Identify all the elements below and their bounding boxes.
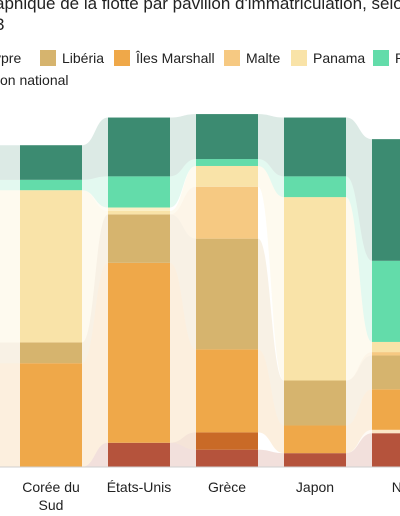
bar-segment-national-0: [20, 145, 82, 180]
legend-label-national: on national: [0, 72, 69, 88]
bar-segment-liberia-4: [372, 355, 400, 390]
flow-ribbon-national-0: [0, 145, 20, 180]
bar-segment-national-4: [372, 139, 400, 261]
flow-ribbon-liberia-2: [170, 214, 196, 350]
flow-ribbon-liberia-1: [82, 214, 108, 364]
flow-ribbon-national-1: [82, 117, 108, 180]
flow-ribbon-panama-1: [82, 190, 108, 343]
flow-ribbon-national-4: [346, 117, 372, 261]
bar-segment-marshall-3: [284, 425, 346, 454]
bar-segment-red-4: [372, 433, 400, 467]
legend-label-other: P: [395, 50, 400, 66]
flow-ribbon-liberia-3: [258, 238, 284, 426]
flow-ribbon-panama-2: [170, 165, 196, 215]
flow-ribbon-malta-2: [170, 186, 196, 239]
legend-label-marshall: Îles Marshall: [136, 50, 215, 66]
flow-ribbon-malta-4: [346, 352, 372, 381]
flow-ribbon-other-green-0: [0, 179, 20, 191]
chart-title-line-2: 3: [0, 14, 400, 35]
bar-segment-marshall-1: [108, 262, 170, 443]
legend-swatch-marshall: [114, 50, 130, 66]
bar-segment-liberia-3: [284, 380, 346, 426]
x-tick-label-line: Nor: [392, 479, 400, 495]
x-tick-label-3: Japon: [296, 479, 334, 495]
bar-segment-panama-3: [284, 197, 346, 381]
flow-ribbon-other-green-1: [82, 176, 108, 208]
bar-segment-malta-2: [196, 186, 258, 239]
flow-ribbon-red-4: [346, 433, 372, 467]
legend-label-cyprus: ypre: [0, 50, 22, 66]
chart-title: aphique de la flotte par pavillon d'imma…: [0, 0, 400, 35]
bar-segment-other-green-1: [108, 176, 170, 208]
chart-legend: ypre Libéria Îles Marshall Malte Panama …: [0, 48, 400, 92]
bar-segment-red-3: [284, 453, 346, 467]
bar-segment-marshall-4: [372, 389, 400, 430]
flow-ribbon-other-green-3: [258, 159, 284, 198]
bar-segment-liberia-1: [108, 214, 170, 263]
flow-ribbon-cream-1: [82, 190, 108, 211]
bar-segment-liberia-0: [20, 342, 82, 364]
bar-segment-liberia-2: [196, 238, 258, 350]
bar-segment-national-1: [108, 117, 170, 177]
bar-segment-other-green-2: [196, 159, 258, 166]
x-tick-label-0: Corée du Sud: [22, 479, 80, 513]
bar-segment-cream-1: [108, 207, 170, 211]
flow-ribbon-liberia-4: [346, 355, 372, 426]
flow-ribbon-liberia-0: [0, 342, 20, 364]
legend-label-panama: Panama: [313, 50, 366, 66]
flow-ribbon-panama-0: [0, 190, 20, 343]
bar-segment-malta-4: [372, 352, 400, 356]
legend-swatch-other: [373, 50, 389, 66]
bar-segment-other-green-0: [20, 179, 82, 191]
flow-ribbon-orange-dark-2: [170, 432, 196, 450]
bar-segment-red-2: [196, 449, 258, 467]
flow-ribbon-marshall-3: [258, 349, 284, 454]
legend-label-malta: Malte: [246, 50, 281, 66]
flow-ribbon-national-2: [170, 114, 196, 177]
flow-ribbon-other-green-4: [346, 176, 372, 342]
flow-ribbon-marshall-1: [82, 262, 108, 467]
bar-segment-panama-0: [20, 190, 82, 343]
flow-ribbon-marshall-0: [0, 363, 20, 468]
bar-segment-national-2: [196, 114, 258, 160]
x-tick-label-line: États-Unis: [107, 479, 172, 495]
x-tick-label-line: Sud: [39, 497, 64, 513]
legend-swatch-malta: [224, 50, 240, 66]
bar-segment-red-1: [108, 442, 170, 467]
bar-segment-panama-1: [108, 210, 170, 215]
flow-ribbon-red-3: [258, 449, 284, 467]
flow-ribbon-other-green-2: [170, 159, 196, 208]
x-tick-label-line: Japon: [296, 479, 334, 495]
x-tick-label-line: Grèce: [208, 479, 246, 495]
flow-ribbon-panama-4: [346, 197, 372, 381]
flow-ribbon-cyprus-4: [346, 429, 372, 454]
flow-ribbon-red-2: [170, 442, 196, 467]
bar-segment-panama-4: [372, 341, 400, 353]
chart-title-line-1: aphique de la flotte par pavillon d'imma…: [0, 0, 400, 13]
legend-swatch-liberia: [40, 50, 56, 66]
flow-ribbon-marshall-2: [170, 262, 196, 443]
bar-segment-other-green-4: [372, 260, 400, 342]
bar-segment-marshall-0: [20, 363, 82, 467]
bar-segment-panama-2: [196, 165, 258, 187]
x-tick-label-2: Grèce: [208, 479, 246, 495]
x-tick-label-4: Nor: [392, 479, 400, 495]
bar-segment-marshall-2: [196, 349, 258, 433]
flow-ribbon-red-1: [82, 442, 108, 467]
bar-segment-cyprus-4: [372, 429, 400, 434]
x-tick-label-line: Corée du: [22, 479, 80, 495]
legend-swatch-panama: [291, 50, 307, 66]
bar-segment-national-3: [284, 117, 346, 177]
flow-ribbon-panama-3: [258, 165, 284, 381]
flow-ribbon-national-3: [258, 114, 284, 177]
bar-segment-orange-dark-2: [196, 432, 258, 450]
bar-segment-other-green-3: [284, 176, 346, 198]
flow-ribbon-marshall-4: [346, 389, 372, 454]
legend-label-liberia: Libéria: [62, 50, 105, 66]
x-tick-label-1: États-Unis: [107, 479, 172, 495]
